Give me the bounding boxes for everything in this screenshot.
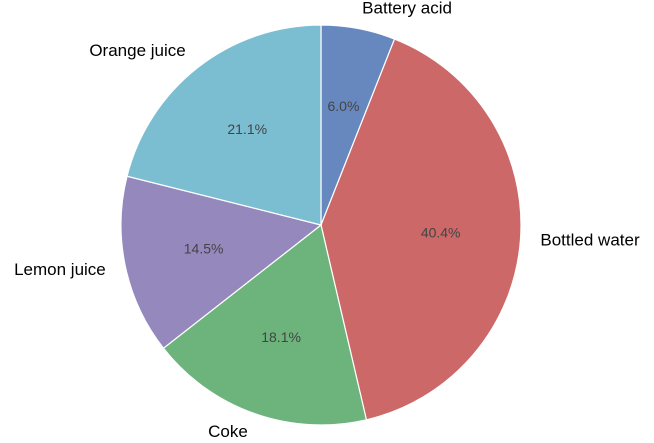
pie-slice [120,175,323,350]
percent-label: 40.4% [421,225,461,241]
slice-label: Coke [208,422,248,441]
slice-label: Lemon juice [14,260,106,279]
pie-slice [126,24,322,226]
percent-label: 18.1% [261,329,301,345]
pie-slice [162,223,368,426]
percent-label: 14.5% [184,241,224,257]
slice-label: Orange juice [89,41,185,60]
pie-slice [320,38,522,421]
percent-label: 21.1% [227,121,267,137]
percent-label: 6.0% [328,98,360,114]
slice-label: Bottled water [540,231,640,250]
slice-label: Battery acid [362,0,452,17]
